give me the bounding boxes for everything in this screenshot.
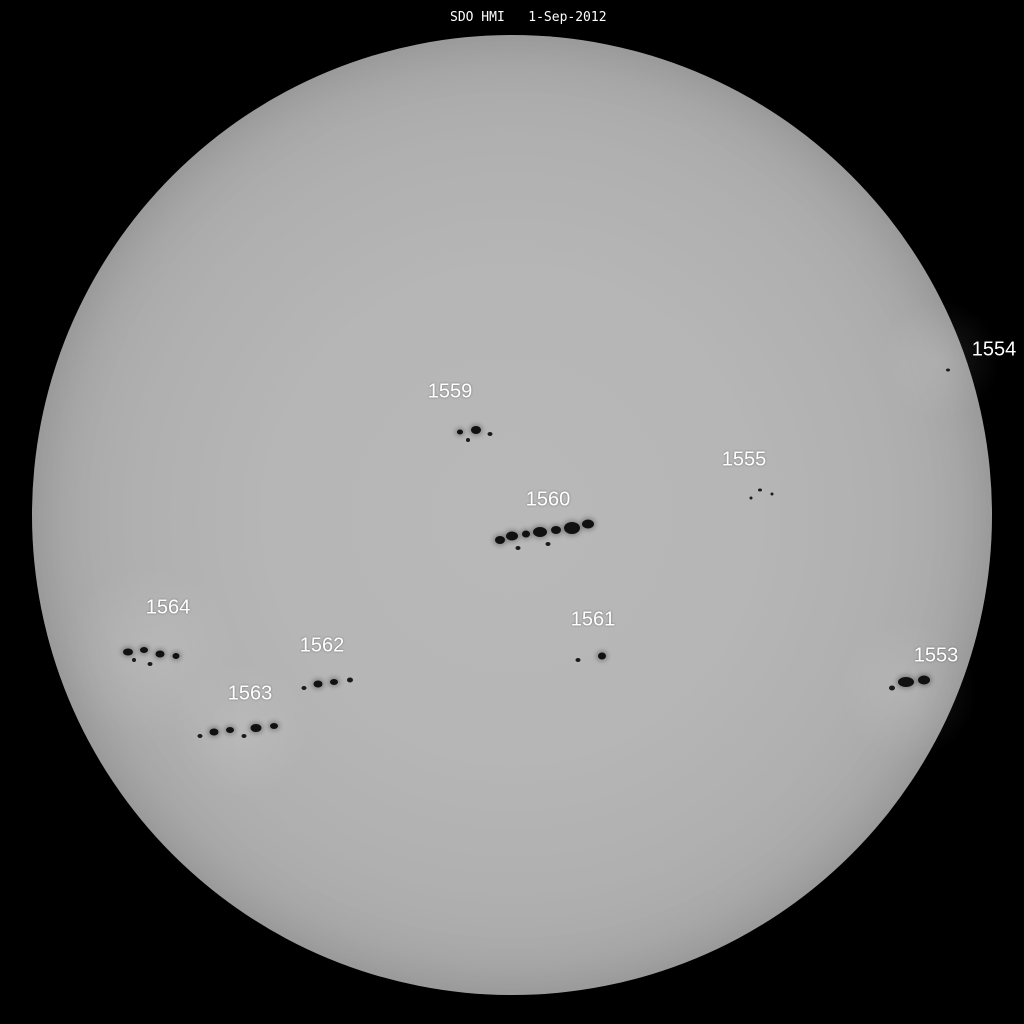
sunspot-1563-5 bbox=[198, 734, 203, 738]
region-label-1564: 1564 bbox=[146, 597, 191, 620]
region-label-1554: 1554 bbox=[972, 339, 1017, 362]
sunspot-1560-6 bbox=[582, 520, 594, 529]
sunspot-1559-3 bbox=[466, 438, 470, 442]
sunspot-1560-4 bbox=[551, 526, 561, 534]
region-label-1553: 1553 bbox=[914, 645, 959, 668]
sunspot-1563-1 bbox=[226, 727, 234, 733]
sunspot-1555-1 bbox=[771, 493, 774, 496]
region-label-1563: 1563 bbox=[228, 683, 273, 706]
solar-disk bbox=[32, 35, 992, 995]
sunspot-1554-0 bbox=[946, 369, 950, 372]
sunspot-1564-5 bbox=[132, 658, 136, 662]
sunspot-1564-2 bbox=[156, 651, 165, 658]
sunspot-1562-1 bbox=[330, 679, 338, 685]
sunspot-1564-1 bbox=[140, 647, 148, 653]
sunspot-1563-3 bbox=[270, 723, 278, 729]
sunspot-1555-2 bbox=[750, 497, 753, 500]
sunspot-1561-0 bbox=[598, 653, 606, 660]
sunspot-1564-0 bbox=[123, 649, 133, 656]
sunspot-1563-2 bbox=[251, 724, 262, 732]
sunspot-1563-0 bbox=[210, 729, 219, 736]
sunspot-1560-1 bbox=[506, 532, 518, 541]
sunspot-1559-1 bbox=[457, 430, 463, 435]
sunspot-1560-0 bbox=[495, 536, 505, 544]
solar-image-canvas: SDO HMI 1-Sep-2012 1559 1555 1554 1560 1561 1… bbox=[0, 0, 1024, 1024]
sunspot-1559-2 bbox=[488, 432, 493, 436]
region-label-1555: 1555 bbox=[722, 449, 767, 472]
sunspot-1560-3 bbox=[533, 527, 547, 537]
sunspot-1562-3 bbox=[302, 686, 307, 690]
region-label-1560: 1560 bbox=[526, 489, 571, 512]
image-title: SDO HMI 1-Sep-2012 bbox=[450, 10, 607, 25]
sunspot-1564-3 bbox=[173, 653, 180, 659]
sunspot-1562-0 bbox=[314, 681, 323, 688]
sunspot-1560-2 bbox=[522, 531, 530, 538]
sunspot-1561-1 bbox=[576, 658, 581, 662]
sunspot-1562-2 bbox=[347, 678, 353, 683]
region-label-1562: 1562 bbox=[300, 635, 345, 658]
sunspot-1563-4 bbox=[242, 734, 247, 738]
sunspot-1560-5 bbox=[564, 522, 580, 534]
sunspot-1553-2 bbox=[889, 686, 895, 691]
sunspot-1560-8 bbox=[546, 542, 551, 546]
region-label-1561: 1561 bbox=[571, 609, 616, 632]
sunspot-1560-7 bbox=[516, 546, 521, 550]
sunspot-1564-4 bbox=[148, 662, 153, 666]
region-label-1559: 1559 bbox=[428, 381, 473, 404]
sunspot-1553-1 bbox=[918, 676, 930, 685]
sunspot-1559-0 bbox=[471, 426, 481, 434]
sunspot-1553-0 bbox=[898, 677, 914, 687]
sunspot-1555-0 bbox=[758, 489, 762, 492]
